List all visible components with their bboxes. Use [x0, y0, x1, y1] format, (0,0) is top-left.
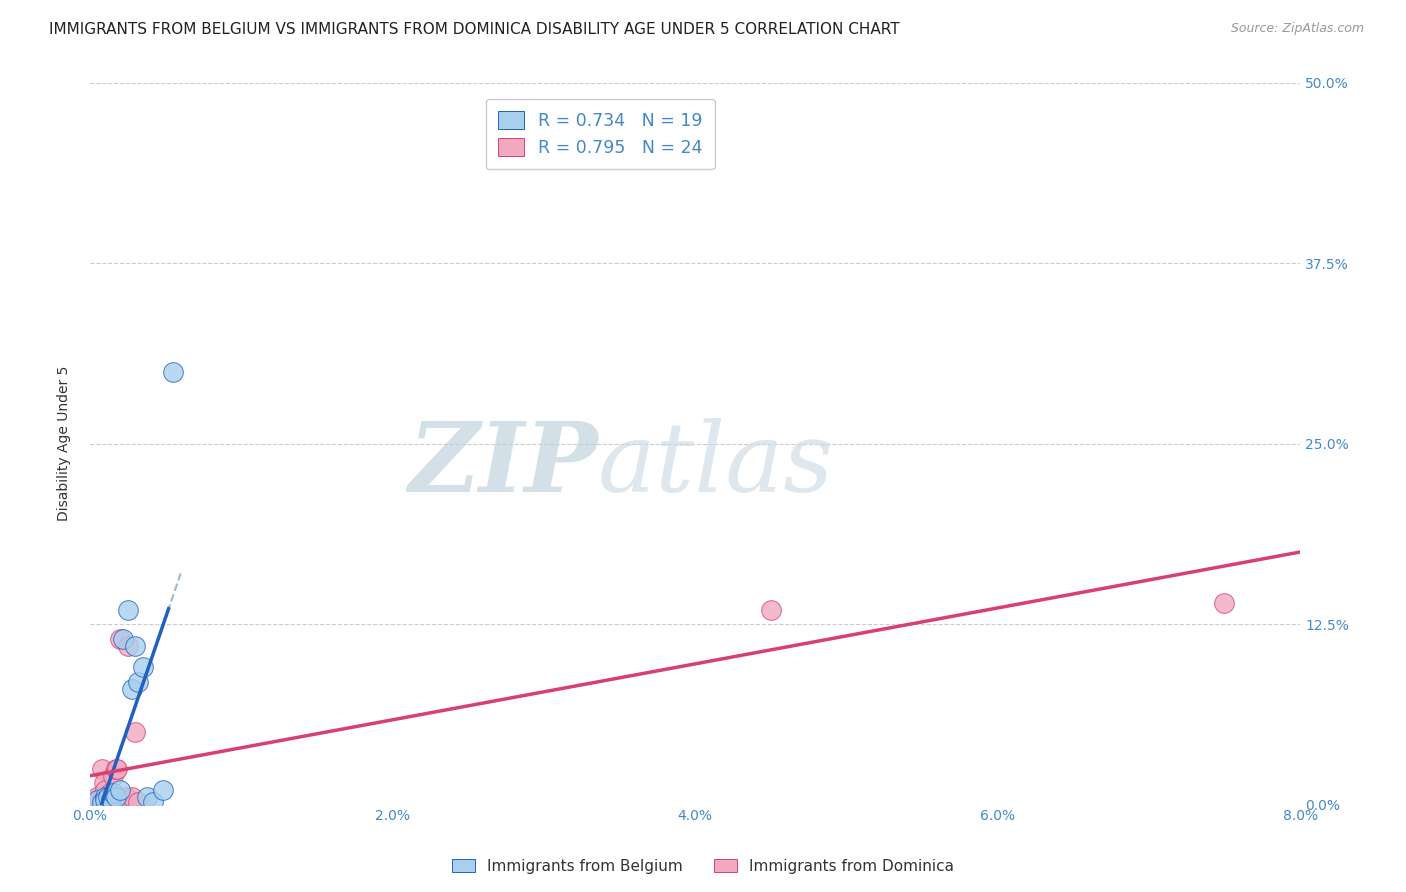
- Legend: R = 0.734   N = 19, R = 0.795   N = 24: R = 0.734 N = 19, R = 0.795 N = 24: [486, 99, 714, 169]
- Y-axis label: Disability Age Under 5: Disability Age Under 5: [58, 366, 72, 522]
- Point: [94, 790, 117, 805]
- Point: [101, 786, 124, 800]
- Point: [136, 790, 159, 805]
- Point: [132, 660, 155, 674]
- Point: [94, 793, 117, 807]
- Point: [82, 797, 104, 812]
- Text: atlas: atlas: [598, 418, 834, 512]
- Point: [124, 725, 146, 739]
- Point: [93, 776, 115, 790]
- Point: [104, 762, 127, 776]
- Point: [91, 762, 114, 776]
- Point: [94, 783, 117, 797]
- Point: [97, 790, 120, 805]
- Point: [86, 790, 108, 805]
- Text: IMMIGRANTS FROM BELGIUM VS IMMIGRANTS FROM DOMINICA DISABILITY AGE UNDER 5 CORRE: IMMIGRANTS FROM BELGIUM VS IMMIGRANTS FR…: [49, 22, 900, 37]
- Point: [101, 769, 124, 783]
- Point: [152, 783, 174, 797]
- Point: [124, 639, 146, 653]
- Point: [108, 632, 131, 646]
- Point: [89, 797, 111, 812]
- Text: Source: ZipAtlas.com: Source: ZipAtlas.com: [1230, 22, 1364, 36]
- Text: ZIP: ZIP: [409, 418, 598, 512]
- Point: [112, 797, 135, 812]
- Point: [117, 603, 139, 617]
- Point: [97, 790, 120, 805]
- Point: [86, 793, 108, 807]
- Point: [108, 783, 131, 797]
- Point: [94, 790, 117, 805]
- Point: [142, 795, 165, 809]
- Point: [98, 786, 121, 800]
- Point: [759, 603, 782, 617]
- Point: [121, 790, 143, 805]
- Point: [117, 639, 139, 653]
- Point: [127, 795, 149, 809]
- Legend: Immigrants from Belgium, Immigrants from Dominica: Immigrants from Belgium, Immigrants from…: [446, 853, 960, 880]
- Point: [115, 790, 138, 805]
- Point: [87, 793, 110, 807]
- Point: [100, 792, 122, 806]
- Point: [91, 795, 114, 809]
- Point: [1213, 596, 1236, 610]
- Point: [104, 790, 127, 805]
- Point: [162, 365, 184, 379]
- Point: [91, 790, 114, 805]
- Point: [105, 762, 128, 776]
- Point: [121, 682, 143, 697]
- Point: [127, 674, 149, 689]
- Point: [112, 632, 135, 646]
- Point: [83, 797, 105, 812]
